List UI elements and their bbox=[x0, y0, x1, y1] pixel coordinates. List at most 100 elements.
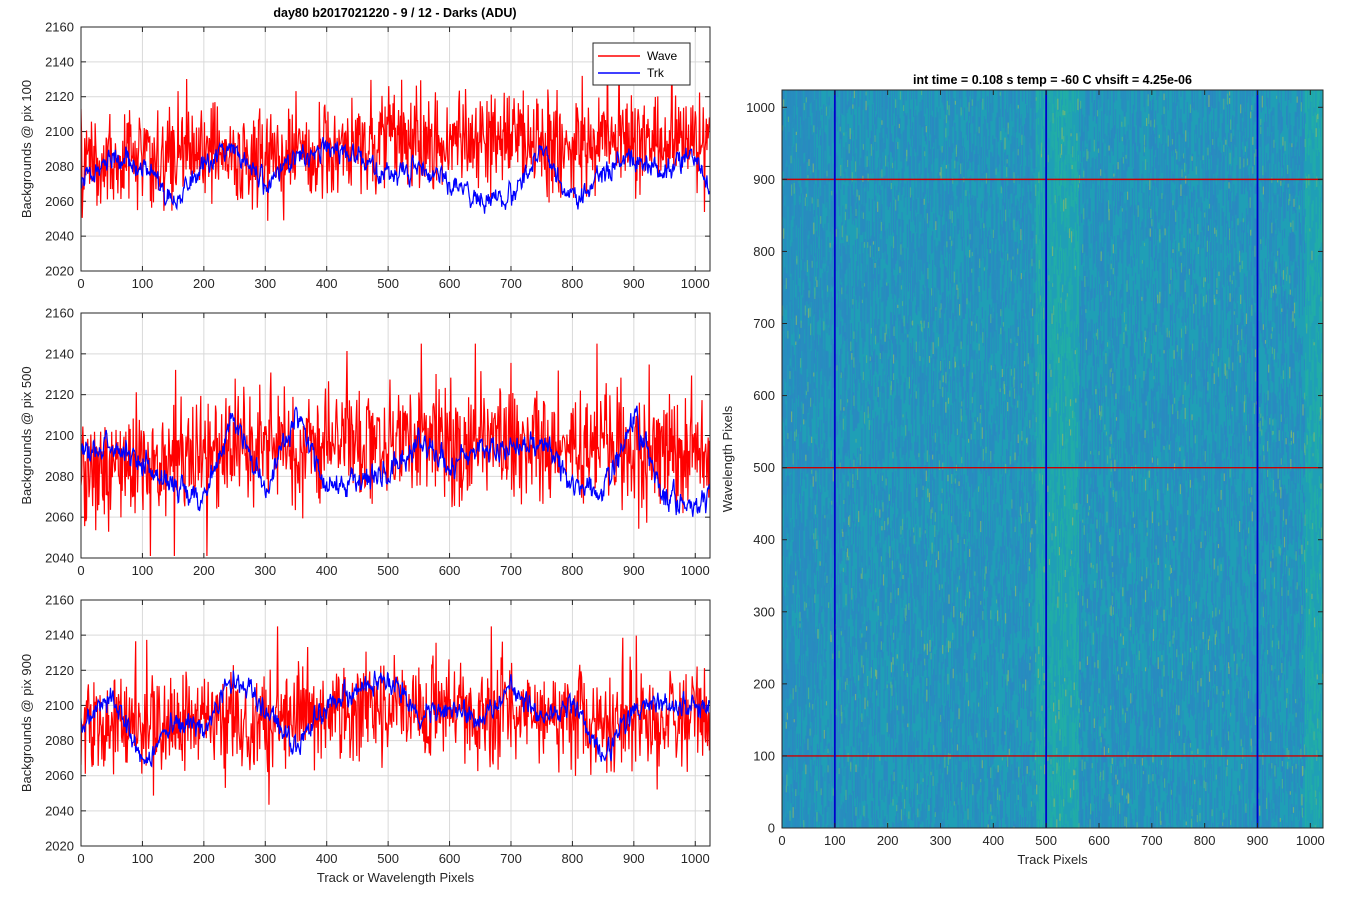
heatmap-streak bbox=[888, 164, 890, 178]
heatmap-streak bbox=[820, 587, 822, 612]
heatmap-streak bbox=[845, 813, 847, 826]
heatmap-streak bbox=[937, 138, 939, 149]
heatmap-streak bbox=[963, 610, 965, 619]
heatmap-streak bbox=[924, 426, 926, 438]
heatmap-streak bbox=[797, 308, 800, 322]
heatmap-streak bbox=[947, 568, 950, 577]
heatmap-streak bbox=[881, 487, 883, 500]
heatmap-streak bbox=[820, 474, 822, 485]
heatmap-streak bbox=[972, 244, 974, 257]
heatmap-streak bbox=[967, 411, 970, 440]
heatmap-streak bbox=[802, 539, 804, 568]
heatmap-streak bbox=[871, 772, 874, 784]
heatmap-streak bbox=[793, 780, 795, 799]
heatmap-streak bbox=[939, 609, 941, 621]
heatmap-streak bbox=[905, 127, 907, 148]
heatmap-streak bbox=[932, 352, 934, 364]
heatmap-streak bbox=[892, 618, 895, 628]
heatmap-streak bbox=[788, 623, 790, 631]
heatmap-streak bbox=[883, 291, 885, 308]
heatmap-streak bbox=[980, 654, 982, 681]
heatmap-streak bbox=[844, 795, 846, 819]
heatmap-streak bbox=[810, 278, 812, 296]
heatmap-streak bbox=[888, 143, 890, 165]
heatmap-streak bbox=[828, 163, 830, 182]
heatmap-streak bbox=[810, 180, 812, 208]
heatmap-streak bbox=[945, 676, 948, 700]
heatmap-streak bbox=[959, 494, 961, 513]
heatmap-streak bbox=[796, 733, 799, 743]
heatmap-streak bbox=[804, 558, 806, 574]
heatmap-streak bbox=[941, 797, 943, 812]
heatmap-streak bbox=[849, 793, 851, 822]
heatmap-streak bbox=[871, 670, 874, 692]
y-tick-label: 2080 bbox=[45, 159, 74, 174]
heatmap-streak bbox=[934, 246, 936, 265]
heatmap-streak bbox=[797, 550, 800, 558]
heatmap-streak bbox=[865, 565, 867, 574]
heatmap-streak bbox=[877, 362, 879, 375]
heatmap-streak bbox=[934, 433, 936, 460]
heatmap-streak bbox=[783, 273, 785, 293]
heatmap-streak bbox=[944, 403, 946, 430]
heatmap-streak bbox=[808, 757, 810, 776]
heatmap-streak bbox=[916, 731, 918, 749]
heatmap-streak bbox=[898, 436, 900, 464]
heatmap-streak bbox=[903, 478, 905, 492]
heatmap-streak bbox=[784, 565, 786, 588]
heatmap-streak bbox=[810, 125, 812, 152]
heatmap-streak bbox=[958, 761, 960, 781]
heatmap-streak bbox=[854, 568, 857, 579]
heatmap-image bbox=[782, 90, 1323, 828]
heatmap-streak bbox=[896, 196, 898, 221]
heatmap-streak bbox=[862, 273, 864, 286]
heatmap-streak bbox=[960, 262, 962, 273]
heatmap-streak bbox=[895, 747, 897, 771]
heatmap-streak bbox=[908, 316, 911, 332]
heatmap-streak bbox=[836, 612, 839, 628]
y-tick-label: 2080 bbox=[45, 733, 74, 748]
heatmap-streak bbox=[813, 466, 815, 493]
heatmap-streak bbox=[789, 420, 791, 445]
heatmap-streak bbox=[782, 496, 784, 509]
heatmap-streak bbox=[807, 731, 809, 743]
heatmap-streak bbox=[858, 412, 860, 423]
heatmap-streak bbox=[860, 99, 862, 124]
heatmap-streak bbox=[913, 271, 915, 293]
heatmap-streak bbox=[973, 734, 975, 750]
heatmap-streak bbox=[903, 280, 905, 296]
heatmap-streak bbox=[993, 284, 995, 296]
heatmap-streak bbox=[897, 684, 899, 702]
heatmap-streak bbox=[857, 738, 859, 751]
heatmap-streak bbox=[845, 290, 847, 300]
heatmap-streak bbox=[864, 549, 866, 574]
heatmap-streak bbox=[989, 106, 991, 125]
heatmap-streak bbox=[866, 107, 868, 130]
heatmap-streak bbox=[840, 348, 842, 375]
heatmap-streak bbox=[813, 296, 815, 315]
heatmap-streak bbox=[850, 133, 852, 161]
heatmap-streak bbox=[971, 668, 973, 693]
heatmap-streak bbox=[830, 148, 832, 160]
heatmap-streak bbox=[910, 812, 913, 821]
heatmap-streak bbox=[903, 153, 905, 172]
heatmap-streak bbox=[984, 659, 987, 681]
heatmap-streak bbox=[927, 288, 930, 298]
heatmap-streak bbox=[977, 100, 979, 109]
heatmap-streak bbox=[790, 300, 792, 319]
heatmap-streak bbox=[811, 670, 813, 686]
heatmap-streak bbox=[883, 434, 885, 463]
heatmap-streak bbox=[849, 541, 851, 553]
heatmap-streak bbox=[885, 330, 887, 349]
heatmap-streak bbox=[876, 220, 878, 232]
heatmap-streak bbox=[820, 574, 822, 588]
heatmap-streak bbox=[946, 647, 949, 668]
heatmap-streak bbox=[827, 305, 829, 317]
heatmap-streak bbox=[876, 416, 878, 439]
heatmap-streak bbox=[873, 182, 876, 201]
heatmap-streak bbox=[953, 406, 955, 425]
heatmap-streak bbox=[921, 424, 923, 451]
heatmap-streak bbox=[784, 683, 786, 702]
heatmap-streak bbox=[797, 628, 800, 639]
heatmap-streak bbox=[908, 237, 911, 264]
